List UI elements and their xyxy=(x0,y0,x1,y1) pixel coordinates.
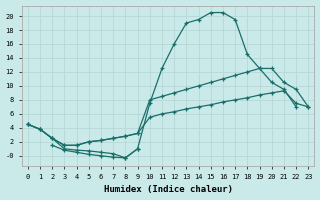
X-axis label: Humidex (Indice chaleur): Humidex (Indice chaleur) xyxy=(104,185,233,194)
